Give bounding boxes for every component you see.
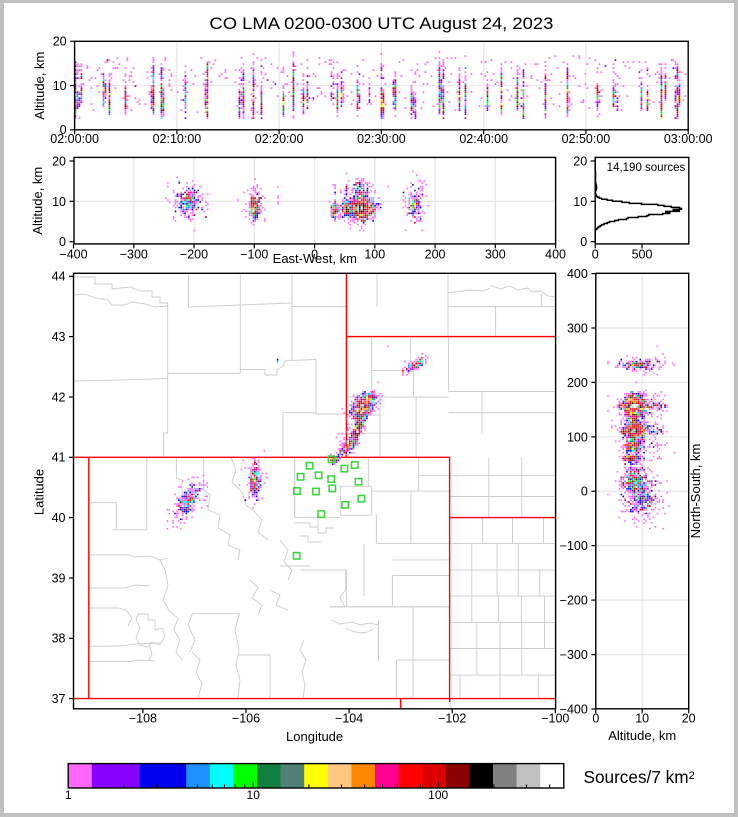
- svg-text:0: 0: [592, 711, 599, 725]
- svg-text:38: 38: [52, 632, 66, 646]
- svg-text:03:00:00: 03:00:00: [664, 132, 713, 146]
- svg-text:14,190 sources: 14,190 sources: [607, 162, 686, 174]
- svg-text:Longitude: Longitude: [286, 729, 343, 744]
- svg-text:0: 0: [60, 123, 67, 137]
- svg-text:1: 1: [65, 788, 72, 802]
- svg-text:−102: −102: [438, 711, 466, 725]
- svg-text:Sources/7 km2: Sources/7 km2: [584, 767, 695, 787]
- svg-text:0: 0: [59, 235, 66, 249]
- svg-text:East-West, km: East-West, km: [273, 251, 357, 266]
- svg-text:−100: −100: [240, 247, 268, 261]
- svg-text:100: 100: [567, 430, 588, 444]
- svg-text:300: 300: [567, 321, 588, 335]
- svg-text:10: 10: [247, 788, 261, 802]
- svg-text:0: 0: [581, 485, 588, 499]
- svg-text:10: 10: [635, 711, 649, 725]
- svg-text:44: 44: [52, 270, 66, 284]
- svg-text:0: 0: [311, 247, 318, 261]
- svg-text:20: 20: [53, 35, 67, 49]
- svg-text:300: 300: [485, 247, 506, 261]
- svg-text:20: 20: [52, 154, 66, 168]
- svg-text:−300: −300: [560, 648, 588, 662]
- svg-text:42: 42: [52, 390, 66, 404]
- svg-text:10: 10: [573, 195, 587, 209]
- svg-text:0: 0: [580, 235, 587, 249]
- svg-text:−300: −300: [120, 247, 148, 261]
- svg-text:400: 400: [545, 247, 566, 261]
- svg-text:02:00:00: 02:00:00: [50, 132, 99, 146]
- svg-text:02:20:00: 02:20:00: [255, 132, 304, 146]
- svg-text:200: 200: [425, 247, 446, 261]
- svg-text:Altitude, km: Altitude, km: [32, 52, 47, 120]
- svg-text:−106: −106: [232, 711, 260, 725]
- svg-text:Altitude, km: Altitude, km: [30, 167, 45, 235]
- svg-text:−400: −400: [560, 702, 588, 716]
- svg-text:10: 10: [53, 79, 67, 93]
- svg-text:10: 10: [52, 195, 66, 209]
- svg-text:−108: −108: [129, 711, 157, 725]
- svg-text:Latitude: Latitude: [32, 469, 47, 515]
- svg-text:37: 37: [52, 692, 66, 706]
- svg-text:500: 500: [632, 247, 653, 261]
- svg-text:−104: −104: [335, 711, 363, 725]
- svg-text:Altitude, km: Altitude, km: [608, 728, 676, 743]
- svg-text:−100: −100: [560, 539, 588, 553]
- svg-text:400: 400: [567, 267, 588, 281]
- svg-text:−100: −100: [541, 711, 569, 725]
- svg-text:02:10:00: 02:10:00: [153, 132, 202, 146]
- svg-text:20: 20: [573, 154, 587, 168]
- svg-text:−200: −200: [560, 594, 588, 608]
- svg-text:200: 200: [567, 376, 588, 390]
- svg-text:41: 41: [52, 451, 66, 465]
- svg-text:43: 43: [52, 330, 66, 344]
- svg-text:CO LMA 0200-0300 UTC August 24: CO LMA 0200-0300 UTC August 24, 2023: [209, 14, 553, 33]
- svg-text:02:50:00: 02:50:00: [562, 132, 611, 146]
- svg-text:100: 100: [428, 788, 448, 802]
- svg-text:02:30:00: 02:30:00: [357, 132, 406, 146]
- svg-text:−200: −200: [180, 247, 208, 261]
- svg-text:0: 0: [592, 247, 599, 261]
- svg-text:North-South, km: North-South, km: [688, 444, 703, 539]
- svg-text:40: 40: [52, 511, 66, 525]
- svg-text:39: 39: [52, 571, 66, 585]
- svg-text:100: 100: [364, 247, 385, 261]
- svg-text:02:40:00: 02:40:00: [459, 132, 508, 146]
- svg-text:−400: −400: [59, 247, 87, 261]
- svg-text:20: 20: [682, 711, 696, 725]
